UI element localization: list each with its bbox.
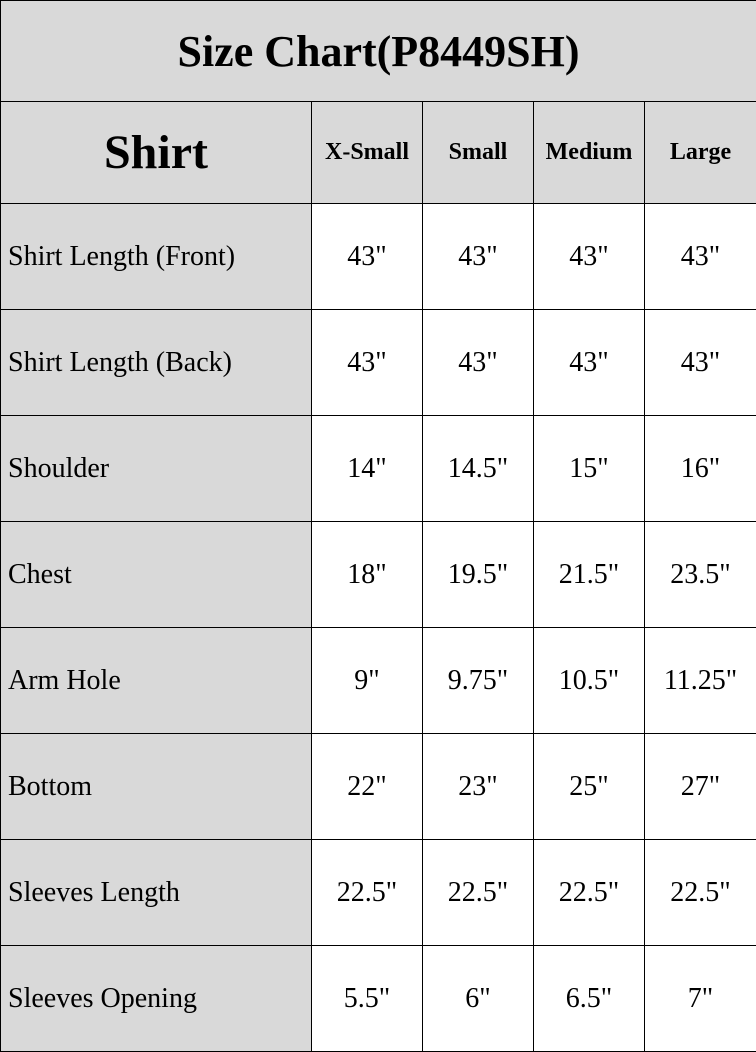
measurement-label: Sleeves Opening <box>0 945 312 1052</box>
measurement-value: 9.75" <box>422 627 534 734</box>
measurement-value: 43" <box>422 309 534 416</box>
measurement-label: Bottom <box>0 733 312 840</box>
size-chart-title: Size Chart(P8449SH) <box>0 0 756 102</box>
measurement-value: 6" <box>422 945 534 1052</box>
table-row: Shirt Length (Back) 43" 43" 43" 43" <box>0 309 756 416</box>
measurement-value: 43" <box>422 203 534 310</box>
measurement-value: 14.5" <box>422 415 534 522</box>
size-header-small: Small <box>422 101 534 204</box>
measurement-value: 19.5" <box>422 521 534 628</box>
measurement-label: Shirt Length (Front) <box>0 203 312 310</box>
measurement-value: 23" <box>422 733 534 840</box>
measurement-value: 43" <box>533 203 645 310</box>
measurement-value: 43" <box>533 309 645 416</box>
measurement-value: 22" <box>311 733 423 840</box>
measurement-value: 43" <box>311 309 423 416</box>
measurement-label: Arm Hole <box>0 627 312 734</box>
measurement-value: 10.5" <box>533 627 645 734</box>
table-row: Sleeves Opening 5.5" 6" 6.5" 7" <box>0 945 756 1052</box>
table-row: Sleeves Length 22.5" 22.5" 22.5" 22.5" <box>0 839 756 946</box>
measurement-value: 43" <box>643 203 756 310</box>
measurement-value: 22.5" <box>422 839 534 946</box>
measurement-value: 22.5" <box>533 839 645 946</box>
measurement-value: 23.5" <box>643 521 756 628</box>
measurement-value: 43" <box>643 309 756 416</box>
measurement-value: 18" <box>311 521 423 628</box>
measurement-value: 16" <box>643 415 756 522</box>
measurement-value: 5.5" <box>311 945 423 1052</box>
table-row: Arm Hole 9" 9.75" 10.5" 11.25" <box>0 627 756 734</box>
measurement-value: 15" <box>533 415 645 522</box>
measurement-label: Shoulder <box>0 415 312 522</box>
measurement-label: Chest <box>0 521 312 628</box>
measurement-value: 7" <box>643 945 756 1052</box>
measurement-label: Shirt Length (Back) <box>0 309 312 416</box>
table-row: Chest 18" 19.5" 21.5" 23.5" <box>0 521 756 628</box>
table-row: Shirt Length (Front) 43" 43" 43" 43" <box>0 203 756 310</box>
measurement-value: 9" <box>311 627 423 734</box>
size-header-medium: Medium <box>533 101 645 204</box>
category-header: Shirt <box>0 101 312 204</box>
size-header-x-small: X-Small <box>311 101 423 204</box>
measurement-value: 25" <box>533 733 645 840</box>
size-header-large: Large <box>643 101 756 204</box>
table-row: Shoulder 14" 14.5" 15" 16" <box>0 415 756 522</box>
measurement-value: 27" <box>643 733 756 840</box>
measurement-value: 11.25" <box>643 627 756 734</box>
measurement-value: 6.5" <box>533 945 645 1052</box>
table-row: Bottom 22" 23" 25" 27" <box>0 733 756 840</box>
measurement-value: 43" <box>311 203 423 310</box>
measurement-value: 14" <box>311 415 423 522</box>
measurement-label: Sleeves Length <box>0 839 312 946</box>
measurement-value: 22.5" <box>311 839 423 946</box>
measurement-value: 22.5" <box>643 839 756 946</box>
measurement-value: 21.5" <box>533 521 645 628</box>
